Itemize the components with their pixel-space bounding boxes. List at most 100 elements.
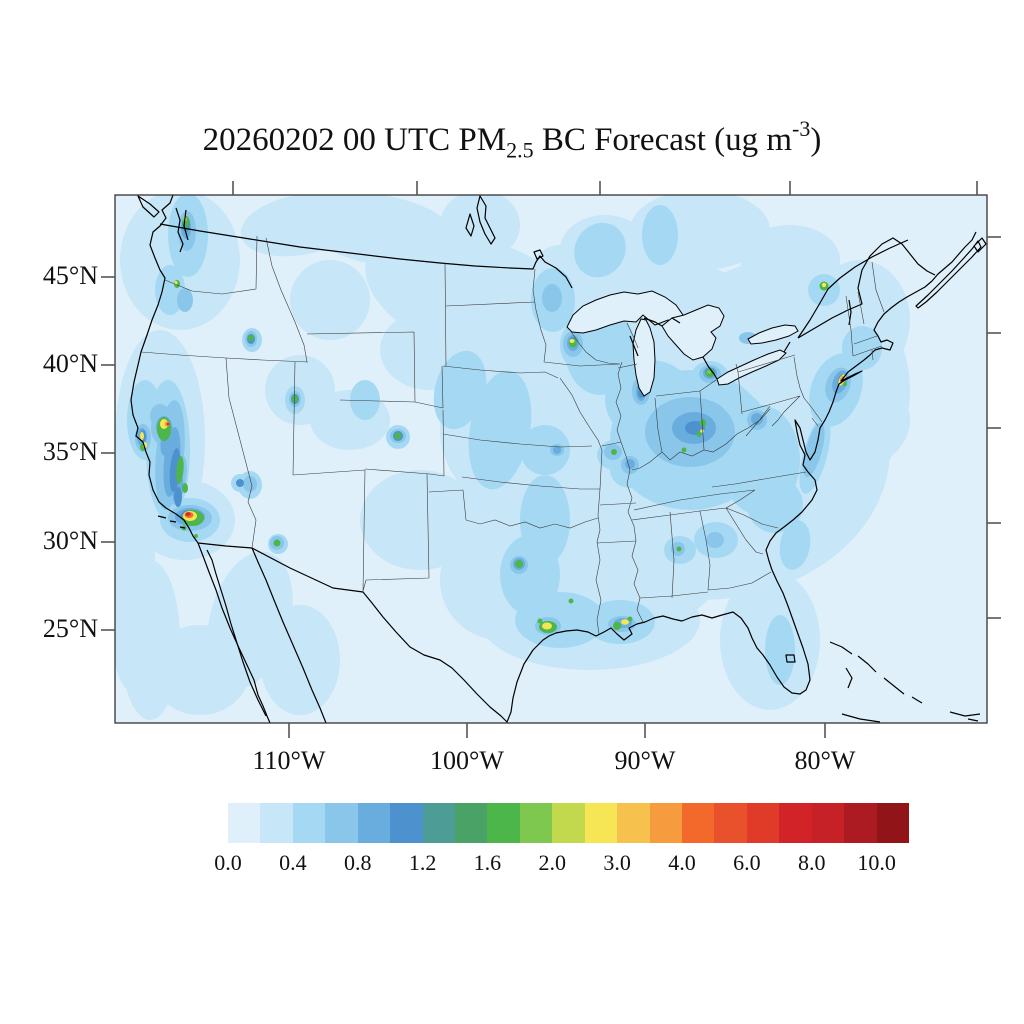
lon-tick-label: 90°W (614, 746, 676, 775)
colorbar-cell (682, 803, 715, 843)
pm-hotspot-blob (176, 456, 184, 484)
pm-field-blob (747, 477, 803, 533)
title-text: 20260202 00 UTC PM (202, 122, 507, 158)
state-border-lines (140, 235, 885, 635)
pm-field-blob (177, 288, 193, 312)
pm-field-blob (706, 532, 724, 548)
colorbar-label: 1.6 (473, 850, 502, 875)
title-subscript: 2.5 (506, 137, 534, 163)
colorbar-cell (584, 803, 618, 843)
chart-title: 20260202 00 UTC PM2.5 BC Forecast (ug m-… (0, 116, 1024, 164)
colorbar-cell (260, 803, 294, 843)
lat-tick-label: 30°N (42, 526, 98, 555)
pm-hotspot-blob (681, 447, 687, 453)
manitoba-lakes (465, 195, 544, 260)
pm-hotspot-blob (292, 395, 298, 403)
colorbar-cell (455, 803, 488, 843)
colorbar-cell (552, 803, 586, 843)
lon-tick-label: 100°W (430, 746, 504, 775)
pm-hotspot-blob (394, 432, 402, 440)
pm-hotspot-blob (627, 616, 633, 622)
pm-field-layer (115, 195, 910, 720)
pm-field-blob (243, 476, 257, 492)
colorbar-cell (357, 803, 391, 843)
colorbar-cell (844, 803, 878, 843)
pm-field-blob (350, 380, 380, 420)
lat-tick-label: 40°N (42, 349, 98, 378)
pm-field-blob (236, 479, 244, 487)
colorbar-cell (714, 803, 748, 843)
pm-field-blob (120, 560, 180, 720)
pm-hotspot-blob (568, 598, 574, 604)
lon-tick-label: 110°W (252, 746, 326, 775)
us-canada-border-east (797, 237, 936, 339)
colorbar-cell (487, 803, 521, 843)
pm-hotspot-blob (542, 622, 552, 630)
colorbar-cell (617, 803, 651, 843)
pm-field-blob (625, 459, 635, 469)
pm-hotspot-blob (611, 449, 617, 455)
colorbar-label: 10.0 (857, 850, 896, 875)
colorbar-cell (779, 803, 813, 843)
pm-hotspot-blob (843, 382, 847, 386)
lake-michigan (632, 318, 656, 397)
pm-hotspot-blob (160, 419, 168, 429)
lake-connectors (629, 317, 791, 380)
gulf-atlantic-coast (197, 231, 977, 723)
colorbar-cell (746, 803, 780, 843)
pm-field-blob (542, 284, 562, 312)
pm-hotspot-blob (676, 546, 682, 552)
lat-tick-label: 35°N (42, 437, 98, 466)
colorbar-label: 0.4 (279, 850, 307, 875)
islands (157, 515, 981, 723)
coastlines (130, 195, 987, 723)
pm-hotspot-blob (248, 334, 254, 342)
mexico-west-coast (251, 547, 327, 723)
pm-hotspot-blob (185, 512, 191, 516)
pm-field-blob (765, 615, 795, 685)
pm-hotspot-blob (707, 370, 711, 374)
pm-field-blob (751, 413, 763, 425)
pm-field-blob (803, 422, 825, 478)
colorbar-cell (649, 803, 683, 843)
pm-field-blob (779, 520, 811, 570)
lat-tick-label: 45°N (42, 261, 98, 290)
pm-hotspot-blob (700, 419, 706, 427)
pm-field-blob (440, 195, 520, 260)
pm-hotspot-blob (700, 429, 704, 433)
pm-field-blob (642, 205, 678, 265)
colorbar-label: 1.2 (408, 850, 437, 875)
pacific-coast (130, 195, 271, 723)
pm-field-blob (520, 475, 570, 565)
pm-hotspot-blob (569, 339, 575, 343)
pm-field-blob (290, 260, 370, 340)
colorbar-label: 4.0 (668, 850, 696, 875)
nova-scotia (915, 237, 987, 309)
title-superscript: -3 (792, 116, 811, 141)
colorbar-label: 0.0 (214, 850, 242, 875)
title-text-3: ) (810, 122, 822, 158)
pm-hotspot-blob (273, 539, 281, 547)
colorbar-cell (390, 803, 424, 843)
pm-field-blob (553, 446, 561, 454)
pm-field-blob (240, 195, 360, 257)
colorbar-cell (292, 803, 326, 843)
colorbar-cell (876, 803, 910, 843)
colorbar-label: 8.0 (797, 850, 826, 875)
pm-field-blob (574, 222, 626, 278)
st-lawrence-river (797, 239, 909, 339)
lake-huron (661, 304, 725, 361)
pm-hotspot-blob (194, 534, 198, 538)
lon-tick-label: 80°W (794, 746, 856, 775)
puget-sound (175, 207, 189, 253)
pm-hotspot-blob (182, 483, 188, 493)
pm-hotspot-blob (613, 622, 621, 630)
pm-hotspot-blob (621, 619, 629, 625)
pm-field-blob (842, 326, 882, 370)
colorbar (228, 803, 910, 843)
pm-field-blob (520, 425, 570, 475)
lake-ontario (747, 324, 799, 345)
state-borders (140, 235, 885, 635)
axis-ticks (101, 181, 1001, 738)
vancouver-island (137, 195, 160, 218)
